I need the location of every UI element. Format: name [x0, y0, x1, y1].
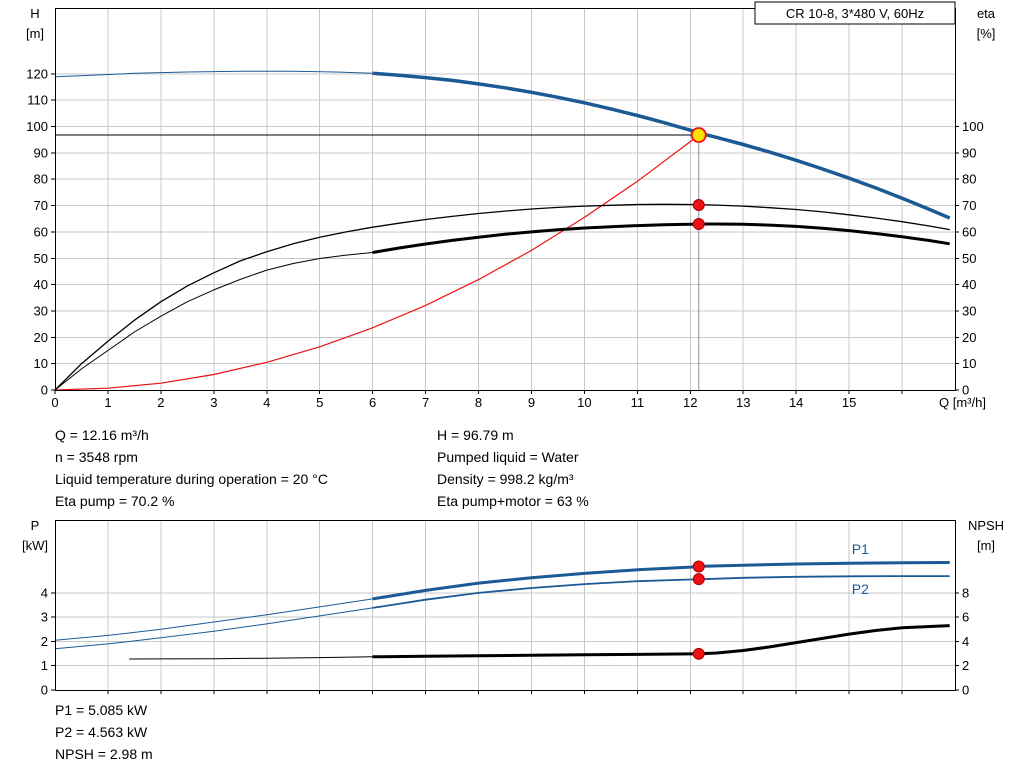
y-left-axis-title: [m] [26, 26, 44, 41]
eta-pump-motor-curve-thin [54, 252, 373, 391]
y-left-tick-label: 80 [34, 172, 48, 187]
info-density: Density = 998.2 kg/m³ [437, 471, 574, 487]
p1-label: P1 [852, 541, 869, 557]
y-left-tick-label: 70 [34, 198, 48, 213]
duty-point [690, 127, 707, 143]
y-left-tick-label: 60 [34, 224, 48, 239]
x-tick-label: 13 [736, 395, 750, 410]
y-right-tick-label: 0 [962, 683, 969, 698]
y-right-axis-title: NPSH [968, 518, 1004, 533]
y-left-tick-label: 40 [34, 277, 48, 292]
p2-label: P2 [852, 581, 869, 597]
operating-data-right-column: H = 96.79 m Pumped liquid = Water Densit… [437, 424, 589, 512]
info-liquid-temperature: Liquid temperature during operation = 20… [55, 471, 328, 487]
y-right-tick-label: 2 [962, 658, 969, 673]
p1-curve-thin [54, 598, 373, 641]
y-left-tick-label: 0 [41, 683, 48, 698]
operating-data-left-column: Q = 12.16 m³/h n = 3548 rpm Liquid tempe… [55, 424, 328, 512]
x-tick-label: 5 [316, 395, 323, 410]
y-left-tick-label: 120 [26, 66, 48, 81]
y-left-tick-label: 30 [34, 303, 48, 318]
plot-frame [55, 8, 956, 391]
x-tick-label: 15 [842, 395, 856, 410]
y-left-tick-label: 20 [34, 330, 48, 345]
y-right-tick-label: 4 [962, 634, 969, 649]
x-tick-label: 9 [528, 395, 535, 410]
results-block: P1 = 5.085 kW P2 = 4.563 kW NPSH = 2.98 … [55, 699, 153, 765]
chart-title: CR 10-8, 3*480 V, 60Hz [786, 6, 924, 21]
y-right-axis-title: eta [977, 6, 996, 21]
y-right-tick-label: 0 [962, 383, 969, 398]
x-tick-label: 7 [422, 395, 429, 410]
y-right-tick-label: 80 [962, 172, 976, 187]
eta-pump-curve [54, 203, 950, 391]
info-eta-pump-motor: Eta pump+motor = 63 % [437, 493, 589, 509]
y-right-axis-title: [%] [977, 26, 996, 41]
x-tick-label: 4 [263, 395, 270, 410]
y-right-tick-label: 8 [962, 585, 969, 600]
plot-frame [55, 520, 956, 691]
result-p2: P2 = 4.563 kW [55, 724, 148, 740]
npsh-curve-thin [129, 656, 373, 660]
y-left-tick-label: 4 [41, 585, 48, 600]
p1-curve [372, 561, 950, 601]
hq-performance-chart: 0 1 2 3 4 5 6 7 8 9 10 11 12 13 14 15010203040506070809… [26, 1, 996, 410]
info-speed: n = 3548 rpm [55, 449, 138, 465]
y-right-tick-label: 10 [962, 356, 976, 371]
x-tick-label: 0 [51, 395, 58, 410]
y-right-tick-label: 60 [962, 224, 976, 239]
x-tick-label: 11 [631, 395, 645, 410]
x-tick-label: 6 [369, 395, 376, 410]
p2-curve-thin [54, 607, 373, 650]
x-tick-label: 10 [577, 395, 591, 410]
y-right-tick-label: 6 [962, 610, 969, 625]
y-right-tick-label: 100 [962, 119, 984, 134]
eta-pump-motor-duty-dot [692, 218, 705, 231]
x-tick-label: 14 [789, 395, 803, 410]
y-left-axis-title: P [31, 518, 40, 533]
y-left-tick-label: 10 [34, 356, 48, 371]
y-right-axis-title: [m] [977, 538, 995, 553]
y-left-tick-label: 2 [41, 634, 48, 649]
x-tick-label: 3 [210, 395, 217, 410]
info-pumped-liquid: Pumped liquid = Water [437, 449, 579, 465]
y-left-tick-label: 3 [41, 610, 48, 625]
info-head: H = 96.79 m [437, 427, 514, 443]
p2-duty-dot [692, 573, 705, 586]
y-right-tick-label: 30 [962, 303, 976, 318]
info-eta-pump: Eta pump = 70.2 % [55, 493, 175, 509]
head-curve [372, 71, 951, 220]
eta-pump-motor-curve [372, 222, 950, 254]
y-left-tick-label: 100 [26, 119, 48, 134]
y-left-tick-label: 50 [34, 251, 48, 266]
x-tick-label: 8 [475, 395, 482, 410]
head-curve-thin [54, 70, 373, 78]
y-left-axis-title: [kW] [22, 538, 48, 553]
y-left-tick-label: 1 [41, 658, 48, 673]
y-left-tick-label: 0 [41, 383, 48, 398]
npsh-duty-dot [692, 647, 705, 660]
y-right-tick-label: 70 [962, 198, 976, 213]
y-right-tick-label: 90 [962, 145, 976, 160]
x-axis-title: Q [m³/h] [939, 395, 986, 410]
info-flow: Q = 12.16 m³/h [55, 427, 149, 443]
x-tick-label: 2 [157, 395, 164, 410]
system-curve [54, 134, 700, 391]
result-npsh: NPSH = 2.98 m [55, 746, 153, 762]
power-npsh-chart: 0 1 2 3 4 0 2 4 6 8 P1 P2 P [kW] NPSH [m] [22, 518, 1004, 698]
npsh-curve [372, 624, 950, 659]
p2-curve [372, 575, 950, 609]
x-tick-label: 12 [683, 395, 697, 410]
result-p1: P1 = 5.085 kW [55, 702, 148, 718]
chart-title-box [754, 1, 956, 25]
p1-duty-dot [692, 560, 705, 573]
y-left-tick-label: 90 [34, 145, 48, 160]
y-right-tick-label: 40 [962, 277, 976, 292]
y-left-axis-title: H [30, 6, 39, 21]
x-tick-label: 1 [104, 395, 111, 410]
eta-pump-duty-dot [692, 199, 705, 212]
y-right-tick-label: 50 [962, 251, 976, 266]
y-left-tick-label: 110 [27, 93, 48, 108]
y-right-tick-label: 20 [962, 330, 976, 345]
